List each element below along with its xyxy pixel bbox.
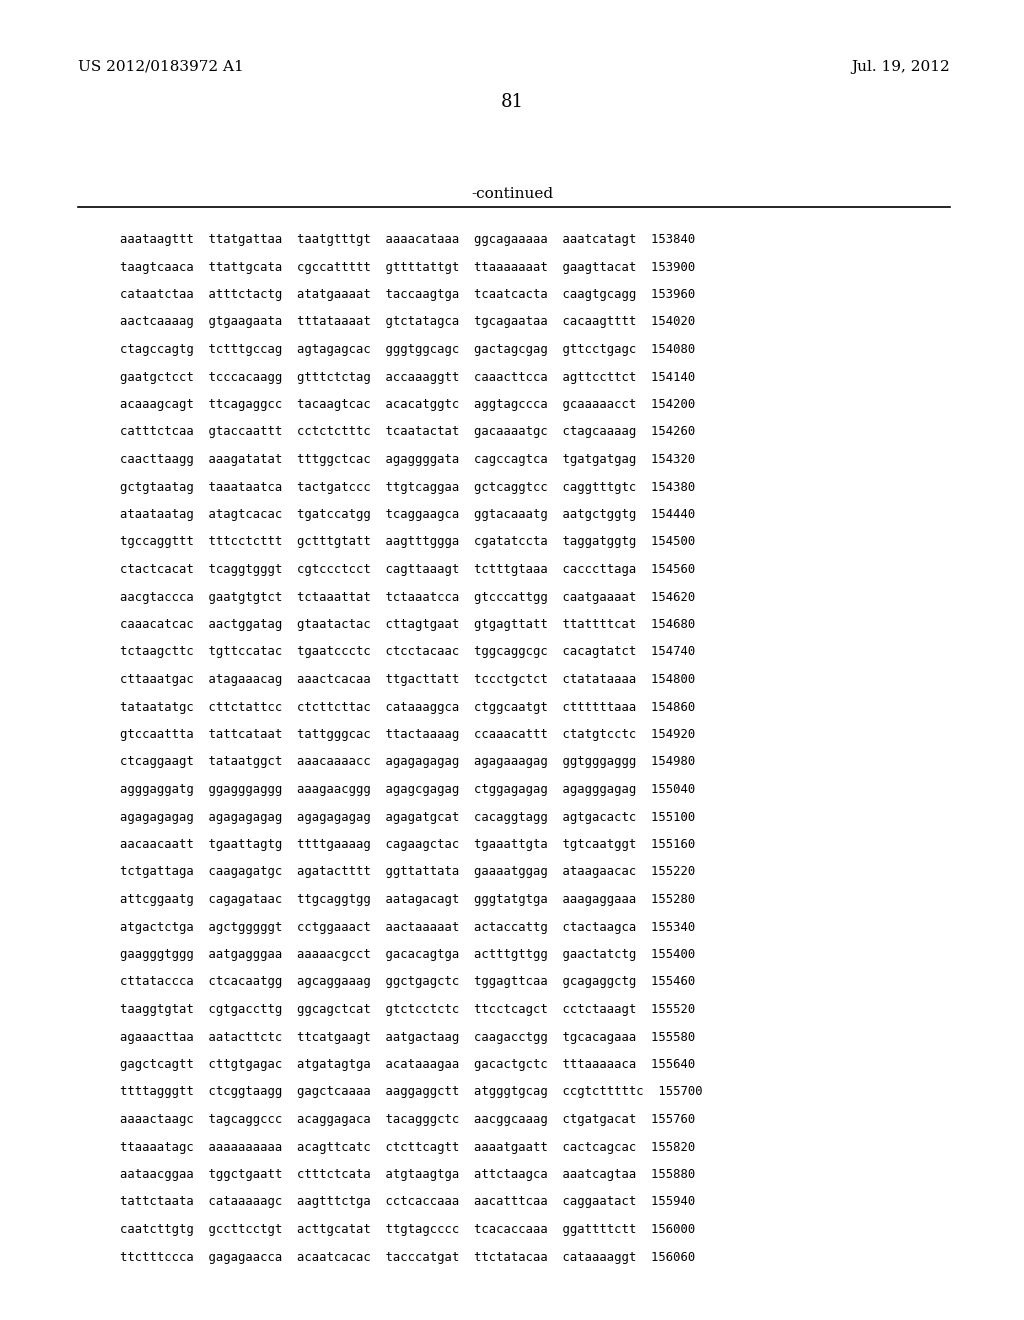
Text: tctgattaga  caagagatgc  agatactttt  ggttattata  gaaaatggag  ataagaacac  155220: tctgattaga caagagatgc agatactttt ggttatt…	[120, 866, 695, 879]
Text: agggaggatg  ggagggaggg  aaagaacggg  agagcgagag  ctggagagag  agagggagag  155040: agggaggatg ggagggaggg aaagaacggg agagcga…	[120, 783, 695, 796]
Text: agaaacttaa  aatacttctc  ttcatgaagt  aatgactaag  caagacctgg  tgcacagaaa  155580: agaaacttaa aatacttctc ttcatgaagt aatgact…	[120, 1031, 695, 1044]
Text: gaatgctcct  tcccacaagg  gtttctctag  accaaaggtt  caaacttcca  agttccttct  154140: gaatgctcct tcccacaagg gtttctctag accaaag…	[120, 371, 695, 384]
Text: ttctttccca  gagagaacca  acaatcacac  tacccatgat  ttctatacaa  cataaaaggt  156060: ttctttccca gagagaacca acaatcacac tacccat…	[120, 1250, 695, 1263]
Text: cttaaatgac  atagaaacag  aaactcacaa  ttgacttatt  tccctgctct  ctatataaaa  154800: cttaaatgac atagaaacag aaactcacaa ttgactt…	[120, 673, 695, 686]
Text: -continued: -continued	[471, 187, 553, 201]
Text: tctaagcttc  tgttccatac  tgaatccctc  ctcctacaac  tggcaggcgc  cacagtatct  154740: tctaagcttc tgttccatac tgaatccctc ctcctac…	[120, 645, 695, 659]
Text: aaataagttt  ttatgattaa  taatgtttgt  aaaacataaa  ggcagaaaaa  aaatcatagt  153840: aaataagttt ttatgattaa taatgtttgt aaaacat…	[120, 234, 695, 246]
Text: aaaactaagc  tagcaggccc  acaggagaca  tacagggctc  aacggcaaag  ctgatgacat  155760: aaaactaagc tagcaggccc acaggagaca tacaggg…	[120, 1113, 695, 1126]
Text: caatcttgtg  gccttcctgt  acttgcatat  ttgtagcccc  tcacaccaaa  ggattttctt  156000: caatcttgtg gccttcctgt acttgcatat ttgtagc…	[120, 1224, 695, 1236]
Text: tattctaata  cataaaaagc  aagtttctga  cctcaccaaa  aacatttcaa  caggaatact  155940: tattctaata cataaaaagc aagtttctga cctcacc…	[120, 1196, 695, 1209]
Text: ctagccagtg  tctttgccag  agtagagcac  gggtggcagc  gactagcgag  gttcctgagc  154080: ctagccagtg tctttgccag agtagagcac gggtggc…	[120, 343, 695, 356]
Text: ttaaaatagc  aaaaaaaaaa  acagttcatc  ctcttcagtt  aaaatgaatt  cactcagcac  155820: ttaaaatagc aaaaaaaaaa acagttcatc ctcttca…	[120, 1140, 695, 1154]
Text: US 2012/0183972 A1: US 2012/0183972 A1	[78, 59, 244, 74]
Text: ctactcacat  tcaggtgggt  cgtccctcct  cagttaaagt  tctttgtaaa  cacccttaga  154560: ctactcacat tcaggtgggt cgtccctcct cagttaa…	[120, 564, 695, 576]
Text: Jul. 19, 2012: Jul. 19, 2012	[851, 59, 950, 74]
Text: agagagagag  agagagagag  agagagagag  agagatgcat  cacaggtagg  agtgacactc  155100: agagagagag agagagagag agagagagag agagatg…	[120, 810, 695, 824]
Text: aataacggaa  tggctgaatt  ctttctcata  atgtaagtga  attctaagca  aaatcagtaa  155880: aataacggaa tggctgaatt ctttctcata atgtaag…	[120, 1168, 695, 1181]
Text: attcggaatg  cagagataac  ttgcaggtgg  aatagacagt  gggtatgtga  aaagaggaaa  155280: attcggaatg cagagataac ttgcaggtgg aatagac…	[120, 894, 695, 906]
Text: 81: 81	[501, 92, 523, 111]
Text: catttctcaa  gtaccaattt  cctctctttc  tcaatactat  gacaaaatgc  ctagcaaaag  154260: catttctcaa gtaccaattt cctctctttc tcaatac…	[120, 425, 695, 438]
Text: aacaacaatt  tgaattagtg  ttttgaaaag  cagaagctac  tgaaattgta  tgtcaatggt  155160: aacaacaatt tgaattagtg ttttgaaaag cagaagc…	[120, 838, 695, 851]
Text: taagtcaaca  ttattgcata  cgccattttt  gttttattgt  ttaaaaaaat  gaagttacat  153900: taagtcaaca ttattgcata cgccattttt gttttat…	[120, 260, 695, 273]
Text: tgccaggttt  tttcctcttt  gctttgtatt  aagtttggga  cgatatccta  taggatggtg  154500: tgccaggttt tttcctcttt gctttgtatt aagtttg…	[120, 536, 695, 549]
Text: ttttagggtt  ctcggtaagg  gagctcaaaa  aaggaggctt  atgggtgcag  ccgtctttttc  155700: ttttagggtt ctcggtaagg gagctcaaaa aaggagg…	[120, 1085, 702, 1098]
Text: ctcaggaagt  tataatggct  aaacaaaacc  agagagagag  agagaaagag  ggtgggaggg  154980: ctcaggaagt tataatggct aaacaaaacc agagaga…	[120, 755, 695, 768]
Text: caaacatcac  aactggatag  gtaatactac  cttagtgaat  gtgagttatt  ttattttcat  154680: caaacatcac aactggatag gtaatactac cttagtg…	[120, 618, 695, 631]
Text: cttataccca  ctcacaatgg  agcaggaaag  ggctgagctc  tggagttcaa  gcagaggctg  155460: cttataccca ctcacaatgg agcaggaaag ggctgag…	[120, 975, 695, 989]
Text: gctgtaatag  taaataatca  tactgatccc  ttgtcaggaa  gctcaggtcc  caggtttgtc  154380: gctgtaatag taaataatca tactgatccc ttgtcag…	[120, 480, 695, 494]
Text: gaagggtggg  aatgagggaa  aaaaacgcct  gacacagtga  actttgttgg  gaactatctg  155400: gaagggtggg aatgagggaa aaaaacgcct gacacag…	[120, 948, 695, 961]
Text: acaaagcagt  ttcagaggcc  tacaagtcac  acacatggtc  aggtagccca  gcaaaaacct  154200: acaaagcagt ttcagaggcc tacaagtcac acacatg…	[120, 399, 695, 411]
Text: gtccaattta  tattcataat  tattgggcac  ttactaaaag  ccaaacattt  ctatgtcctc  154920: gtccaattta tattcataat tattgggcac ttactaa…	[120, 729, 695, 741]
Text: ataataatag  atagtcacac  tgatccatgg  tcaggaagca  ggtacaaatg  aatgctggtg  154440: ataataatag atagtcacac tgatccatgg tcaggaa…	[120, 508, 695, 521]
Text: caacttaagg  aaagatatat  tttggctcac  agaggggata  cagccagtca  tgatgatgag  154320: caacttaagg aaagatatat tttggctcac agagggg…	[120, 453, 695, 466]
Text: aacgtaccca  gaatgtgtct  tctaaattat  tctaaatcca  gtcccattgg  caatgaaaat  154620: aacgtaccca gaatgtgtct tctaaattat tctaaat…	[120, 590, 695, 603]
Text: gagctcagtt  cttgtgagac  atgatagtga  acataaagaa  gacactgctc  tttaaaaaca  155640: gagctcagtt cttgtgagac atgatagtga acataaa…	[120, 1059, 695, 1071]
Text: atgactctga  agctgggggt  cctggaaact  aactaaaaat  actaccattg  ctactaagca  155340: atgactctga agctgggggt cctggaaact aactaaa…	[120, 920, 695, 933]
Text: taaggtgtat  cgtgaccttg  ggcagctcat  gtctcctctc  ttcctcagct  cctctaaagt  155520: taaggtgtat cgtgaccttg ggcagctcat gtctcct…	[120, 1003, 695, 1016]
Text: cataatctaa  atttctactg  atatgaaaat  taccaagtga  tcaatcacta  caagtgcagg  153960: cataatctaa atttctactg atatgaaaat taccaag…	[120, 288, 695, 301]
Text: aactcaaaag  gtgaagaata  tttataaaat  gtctatagca  tgcagaataa  cacaagtttt  154020: aactcaaaag gtgaagaata tttataaaat gtctata…	[120, 315, 695, 329]
Text: tataatatgc  cttctattcc  ctcttcttac  cataaaggca  ctggcaatgt  cttttttaaa  154860: tataatatgc cttctattcc ctcttcttac cataaag…	[120, 701, 695, 714]
